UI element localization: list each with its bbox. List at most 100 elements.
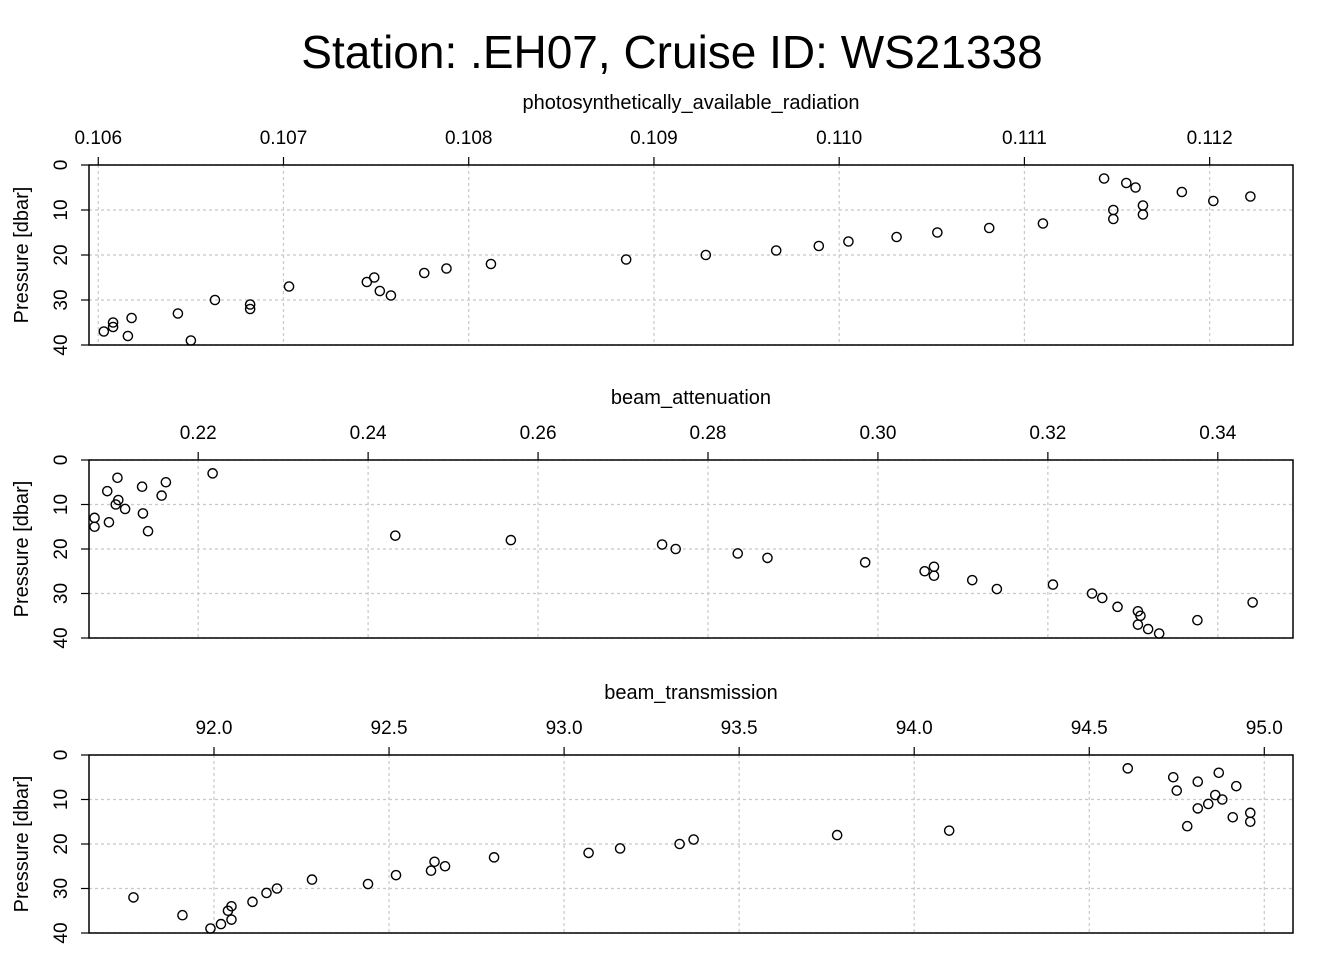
data-point bbox=[1176, 186, 1188, 198]
y-tick-label: 40 bbox=[51, 627, 72, 648]
y-tick-label: 10 bbox=[51, 199, 72, 220]
x-tick-label: 0.28 bbox=[690, 423, 727, 444]
data-point bbox=[1244, 807, 1256, 819]
data-point bbox=[583, 847, 594, 859]
data-point bbox=[991, 583, 1003, 595]
data-point bbox=[172, 308, 184, 319]
data-point bbox=[385, 290, 397, 301]
data-point bbox=[425, 865, 437, 877]
data-point bbox=[439, 860, 451, 872]
data-point bbox=[1167, 771, 1179, 783]
data-point bbox=[1132, 619, 1144, 630]
data-point bbox=[137, 508, 149, 519]
data-point bbox=[488, 852, 500, 863]
data-point bbox=[89, 521, 100, 533]
x-tick-label: 0.106 bbox=[74, 128, 122, 149]
data-point bbox=[928, 570, 940, 582]
data-point bbox=[101, 485, 113, 497]
data-point bbox=[1142, 623, 1154, 635]
data-point bbox=[222, 905, 234, 917]
y-tick-label: 20 bbox=[51, 833, 72, 854]
data-point bbox=[1130, 182, 1141, 193]
data-point bbox=[362, 878, 374, 890]
data-point bbox=[110, 499, 122, 510]
data-point bbox=[207, 468, 218, 479]
data-point bbox=[770, 245, 782, 256]
y-tick-label: 0 bbox=[51, 160, 72, 171]
data-point bbox=[1112, 601, 1123, 613]
data-point bbox=[1208, 195, 1219, 207]
figure-title: Station: .EH07, Cruise ID: WS21338 bbox=[301, 26, 1042, 78]
data-point bbox=[112, 472, 123, 484]
data-point bbox=[244, 299, 256, 310]
x-tick-label: 0.110 bbox=[816, 128, 862, 149]
data-point bbox=[271, 883, 283, 894]
x-tick-label: 0.107 bbox=[260, 128, 308, 149]
data-point bbox=[107, 317, 119, 328]
data-point bbox=[1230, 780, 1242, 792]
data-point bbox=[1227, 812, 1239, 823]
data-point bbox=[142, 525, 154, 537]
y-tick-label: 0 bbox=[51, 455, 72, 466]
x-tick-label: 0.111 bbox=[1002, 128, 1047, 149]
x-tick-label: 0.24 bbox=[350, 423, 387, 444]
data-point bbox=[928, 561, 940, 573]
data-point bbox=[374, 285, 386, 297]
y-tick-label: 10 bbox=[51, 789, 72, 810]
data-point bbox=[1086, 588, 1098, 599]
data-point bbox=[732, 548, 744, 559]
data-point bbox=[1098, 173, 1110, 184]
x-tick-label: 0.34 bbox=[1199, 423, 1236, 444]
x-tick-label: 0.109 bbox=[630, 128, 678, 149]
data-point bbox=[1247, 597, 1258, 608]
data-point bbox=[831, 829, 843, 841]
data-point bbox=[215, 918, 227, 930]
y-tick-label: 10 bbox=[51, 494, 72, 515]
x-tick-label: 0.26 bbox=[520, 423, 557, 444]
y-tick-label: 20 bbox=[51, 244, 72, 265]
y-tick-label: 20 bbox=[51, 538, 72, 559]
x-tick-label: 94.0 bbox=[896, 718, 933, 739]
y-axis-label: Pressure [dbar] bbox=[11, 776, 33, 913]
plot-frame bbox=[88, 164, 1294, 346]
data-point bbox=[1108, 213, 1119, 225]
data-point bbox=[859, 557, 871, 568]
data-point bbox=[1216, 794, 1228, 805]
data-point bbox=[122, 330, 134, 342]
data-point bbox=[983, 222, 995, 234]
data-point bbox=[813, 240, 825, 252]
data-point bbox=[160, 476, 172, 488]
data-point bbox=[656, 539, 668, 550]
x-tick-label: 0.32 bbox=[1029, 423, 1066, 444]
y-tick-label: 40 bbox=[51, 334, 72, 355]
data-point bbox=[966, 574, 978, 586]
y-tick-label: 0 bbox=[51, 750, 72, 761]
y-tick-label: 30 bbox=[51, 583, 72, 604]
data-point bbox=[620, 254, 632, 265]
data-point bbox=[1192, 776, 1204, 788]
x-axis-label: photosynthetically_available_radiation bbox=[523, 92, 860, 114]
data-point bbox=[429, 856, 440, 868]
data-point bbox=[614, 843, 626, 854]
x-tick-label: 0.112 bbox=[1187, 128, 1233, 149]
data-point bbox=[119, 503, 131, 515]
data-point bbox=[244, 303, 256, 315]
data-point bbox=[688, 834, 699, 845]
data-point bbox=[418, 267, 430, 279]
y-tick-label: 40 bbox=[51, 922, 72, 943]
data-point bbox=[128, 892, 139, 903]
data-point bbox=[1202, 798, 1214, 810]
data-point bbox=[126, 312, 137, 324]
data-point bbox=[205, 923, 216, 934]
data-point bbox=[1096, 592, 1108, 604]
panel-1: 0.106 0.107 0.108 0.109 0.110 0.111 0.112 0 10 20… bbox=[11, 92, 1294, 356]
x-tick-label: 92.5 bbox=[371, 718, 408, 739]
data-point bbox=[505, 534, 517, 546]
data-point bbox=[1137, 200, 1149, 211]
data-point bbox=[107, 321, 119, 333]
data-point bbox=[1153, 628, 1165, 639]
data-point bbox=[185, 335, 197, 346]
data-point bbox=[1047, 579, 1059, 590]
y-axis-label: Pressure [dbar] bbox=[11, 481, 33, 618]
